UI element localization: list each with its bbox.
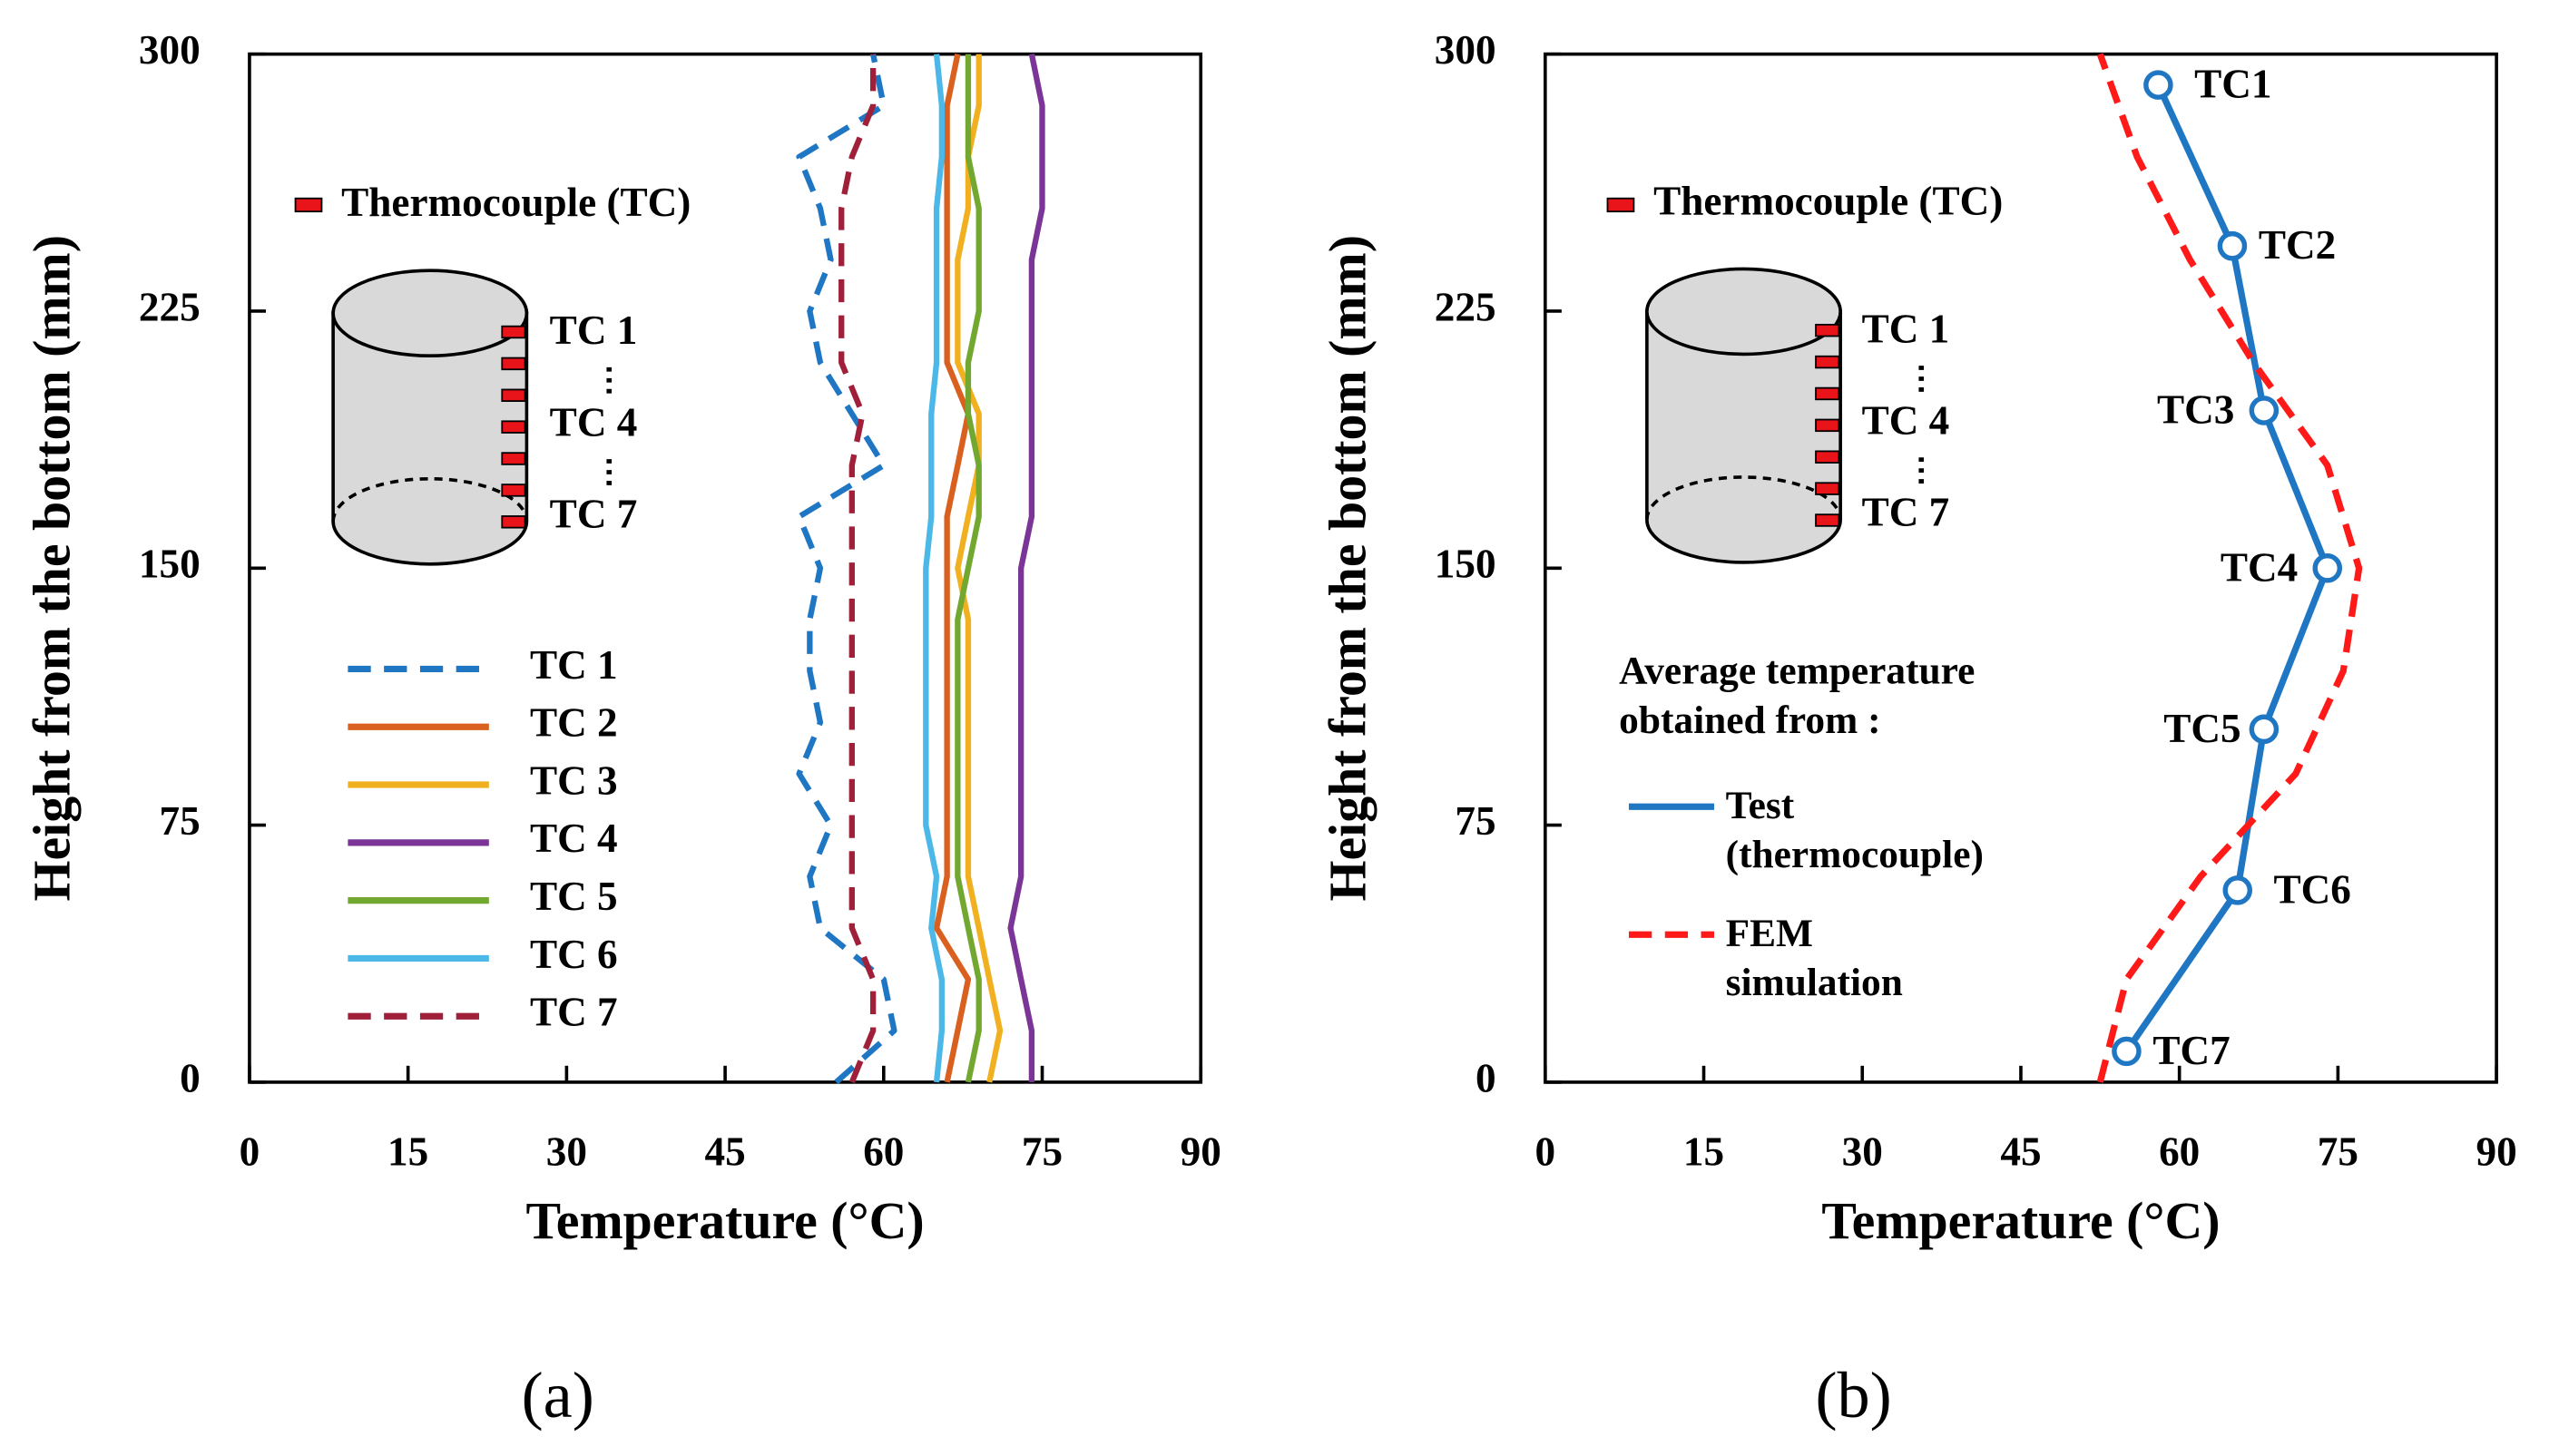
x-tick-label: 60 (863, 1129, 904, 1175)
data-point (2222, 875, 2253, 905)
series-line (838, 54, 877, 1084)
thermocouple-legend-marker (294, 197, 323, 213)
point-label: TC1 (2194, 62, 2271, 107)
thermocouple-marker (1815, 450, 1840, 464)
legend-label: TC 5 (530, 874, 618, 919)
legend-label: TC 2 (530, 700, 618, 746)
series-line (2096, 53, 2363, 1083)
x-tick-label: 75 (1022, 1129, 1063, 1175)
legend-label: TC 7 (530, 990, 618, 1035)
thermocouple-marker (501, 357, 526, 371)
x-tick-label: 45 (705, 1129, 746, 1175)
data-point (2249, 396, 2280, 425)
annotation: TC 7 (1862, 490, 1950, 535)
legend-title-text: Average temperature obtained from : (1619, 650, 1976, 743)
data-point (2112, 1036, 2142, 1067)
point-label: TC3 (2157, 386, 2234, 432)
y-tick-label: 75 (160, 798, 201, 844)
ellipsis: ⋯ (593, 364, 629, 396)
x-tick-label: 75 (2318, 1129, 2358, 1175)
thermocouple-marker (1815, 386, 1840, 401)
y-tick-label: 300 (1435, 27, 1496, 73)
subplot-label: (a) (522, 1359, 594, 1432)
legend-label-text: FEM simulation (1725, 913, 1903, 1005)
legend-label: TC 4 (530, 816, 618, 861)
thermocouple-marker (1815, 355, 1840, 369)
y-axis-label: Height from the bottom (mm) (1319, 235, 1378, 901)
annotation: TC 4 (1862, 398, 1950, 444)
x-axis-label: Temperature (°C) (526, 1191, 925, 1250)
annotation: TC 1 (1862, 306, 1950, 351)
point-label: TC2 (2259, 222, 2336, 268)
point-label: TC6 (2274, 866, 2351, 912)
y-tick-label: 150 (1435, 542, 1496, 587)
x-tick-label: 0 (240, 1129, 260, 1175)
data-point (2312, 553, 2343, 583)
x-tick-label: 60 (2159, 1129, 2200, 1175)
x-tick-label: 45 (2000, 1129, 2041, 1175)
series-line (933, 54, 972, 1083)
x-axis-label: Temperature (°C) (1821, 1191, 2220, 1250)
cylinder-diagram (1645, 267, 1842, 564)
x-tick-label: 90 (2476, 1129, 2517, 1175)
legend-label-text: Test (thermocouple) (1725, 785, 1984, 877)
thermocouple-marker (501, 388, 526, 403)
x-tick-label: 15 (1683, 1129, 1724, 1175)
series-line (796, 54, 897, 1085)
legend-label: TC 6 (530, 932, 618, 977)
legend-label: TC 3 (530, 757, 618, 803)
series-line (955, 54, 982, 1083)
thermocouple-marker (501, 452, 526, 465)
annotation: TC 7 (550, 492, 638, 537)
ellipsis: ⋯ (1905, 454, 1941, 487)
thermocouple-marker (501, 515, 526, 529)
thermocouple-marker (1815, 418, 1840, 433)
data-point (2217, 230, 2248, 261)
y-tick-label: 75 (1455, 798, 1495, 844)
data-point (2143, 70, 2173, 100)
thermocouple-legend-marker (1606, 197, 1635, 213)
y-tick-label: 0 (1476, 1055, 1496, 1100)
point-label: TC7 (2152, 1028, 2230, 1073)
series-line (955, 54, 1004, 1083)
thermocouple-marker (1815, 513, 1840, 527)
x-tick-label: 15 (387, 1129, 428, 1175)
x-tick-label: 90 (1181, 1129, 1221, 1175)
series-line (923, 54, 946, 1083)
thermocouple-marker (1815, 323, 1840, 337)
y-tick-label: 0 (180, 1055, 201, 1100)
x-tick-label: 30 (546, 1129, 587, 1175)
annotation: Thermocouple (TC) (341, 180, 691, 225)
thermocouple-marker (501, 420, 526, 434)
x-tick-label: 30 (1842, 1129, 1883, 1175)
y-tick-label: 225 (139, 284, 201, 329)
y-tick-label: 150 (139, 542, 201, 587)
x-tick-label: 0 (1535, 1129, 1556, 1175)
ellipsis: ⋯ (1905, 362, 1941, 395)
legend-title: Average temperature obtained from : (1619, 650, 1976, 743)
legend-label: Test (thermocouple) (1725, 785, 1984, 877)
annotation: TC 4 (550, 399, 638, 445)
ellipsis: ⋯ (593, 455, 629, 488)
thermocouple-marker (1815, 482, 1840, 495)
annotation: Thermocouple (TC) (1653, 178, 2003, 223)
legend-label: TC 1 (530, 642, 618, 688)
data-point (2249, 714, 2280, 745)
y-axis-label: Height from the bottom (mm) (23, 235, 82, 901)
point-label: TC4 (2221, 544, 2298, 590)
thermocouple-marker (501, 325, 526, 339)
annotation: TC 1 (550, 308, 638, 353)
point-label: TC5 (2163, 706, 2240, 751)
subplot-label: (b) (1815, 1359, 1891, 1432)
cylinder-diagram (331, 269, 529, 566)
series-line (1007, 54, 1045, 1082)
y-tick-label: 300 (139, 27, 201, 73)
legend-label: FEM simulation (1725, 913, 1903, 1005)
y-tick-label: 225 (1435, 284, 1496, 329)
thermocouple-marker (501, 484, 526, 497)
